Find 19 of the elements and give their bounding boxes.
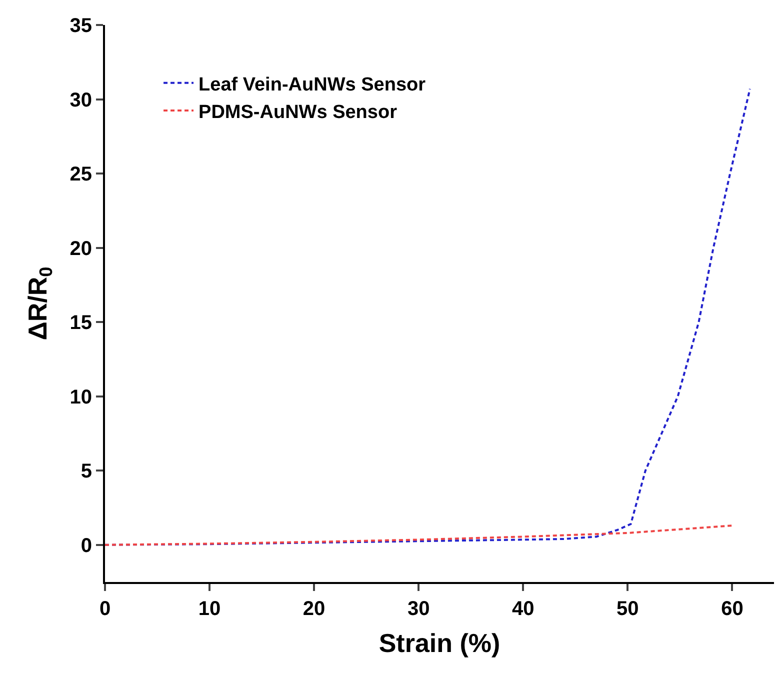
line-series (105, 524, 734, 546)
y-tick-label: 15 (70, 312, 92, 334)
x-tick-label: 60 (721, 598, 744, 620)
x-tick-label: 20 (302, 598, 326, 620)
x-tick-label: 10 (198, 598, 221, 620)
y-tick-label: 30 (70, 89, 92, 112)
y-tick-label: 20 (70, 238, 92, 260)
y-tick-label: 10 (70, 386, 92, 408)
x-tick-label: 0 (99, 598, 111, 620)
x-tick-label: 50 (616, 598, 639, 620)
y-tick-label: 0 (80, 534, 92, 557)
x-axis-title: Strain (%) (378, 628, 500, 658)
y-tick-label: 5 (80, 460, 92, 483)
legend-label: Leaf Vein-AuNWs Sensor (198, 74, 426, 96)
y-tick-label: 35 (70, 15, 92, 37)
legend-label: PDMS-AuNWs Sensor (198, 102, 398, 123)
y-tick-label: 25 (70, 164, 92, 186)
x-tick-label: 30 (407, 598, 430, 620)
x-tick-label: 40 (512, 598, 534, 620)
